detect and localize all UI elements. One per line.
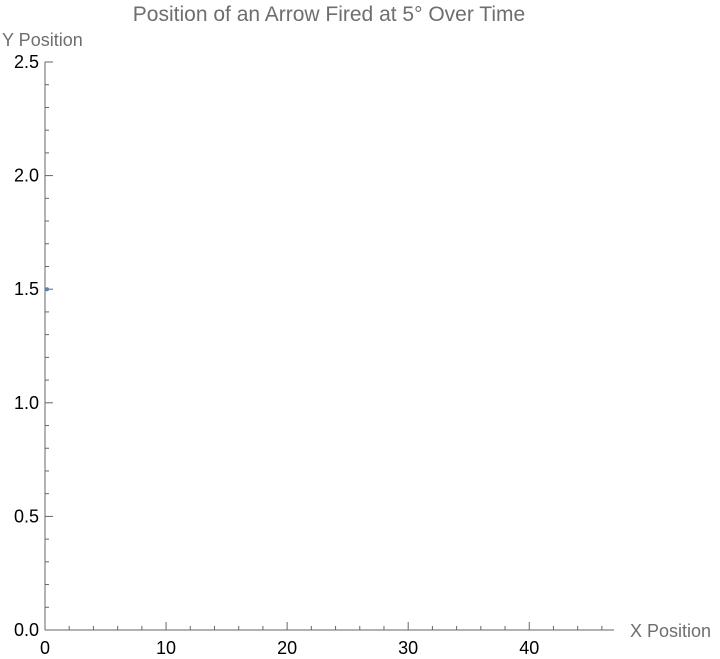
y-axis-ticks: 0.0 0.5 1.0 1.5 2.0 2.5 — [14, 52, 53, 640]
y-tick-label: 0.5 — [14, 506, 39, 526]
chart-title: Position of an Arrow Fired at 5° Over Ti… — [133, 3, 525, 26]
x-tick-label: 30 — [398, 638, 418, 658]
data-points — [45, 287, 49, 292]
x-tick-label: 20 — [277, 638, 297, 658]
y-tick-label: 2.5 — [14, 52, 39, 72]
y-tick-label: 1.0 — [14, 393, 39, 413]
x-tick-label: 0 — [40, 638, 50, 658]
x-axis-label: X Position — [630, 621, 711, 641]
y-axis-label: Y Position — [2, 30, 83, 50]
y-tick-label: 2.0 — [14, 166, 39, 186]
y-tick-label: 0.0 — [14, 620, 39, 640]
data-point — [45, 287, 49, 292]
y-tick-label: 1.5 — [14, 279, 39, 299]
x-axis-ticks: 0 10 20 30 40 — [40, 622, 603, 658]
x-tick-label: 40 — [519, 638, 539, 658]
x-tick-label: 10 — [156, 638, 176, 658]
